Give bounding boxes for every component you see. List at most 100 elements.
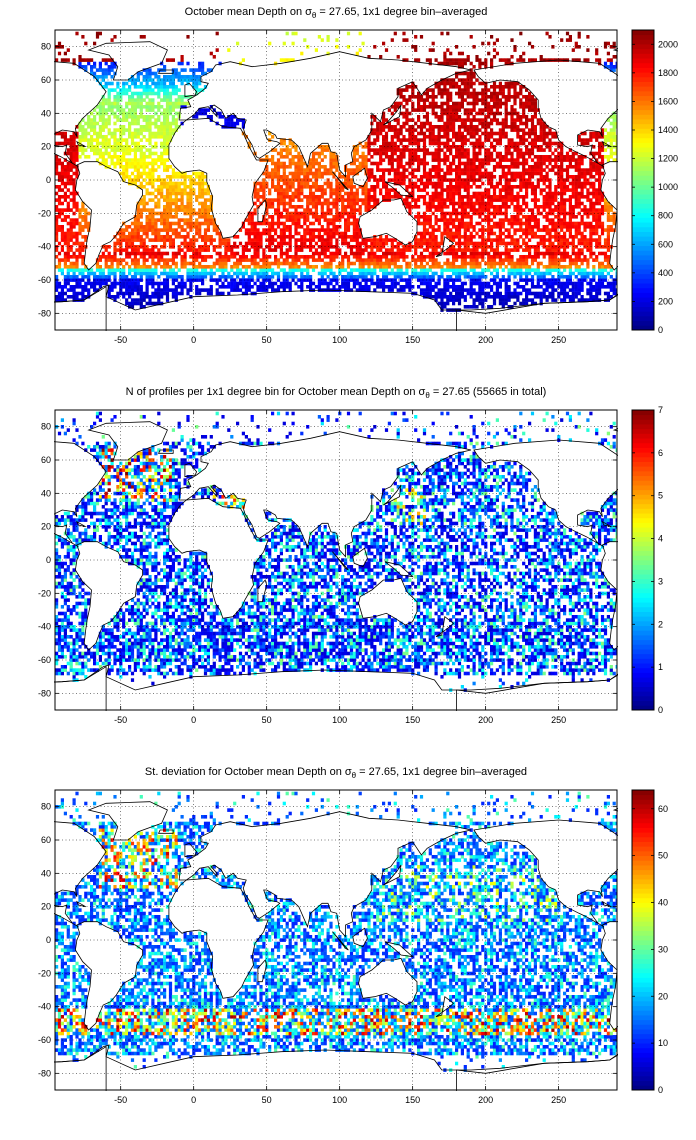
- data-cell: [402, 135, 406, 139]
- data-cell: [57, 171, 62, 176]
- data-cell: [446, 228, 450, 232]
- data-cell: [93, 285, 97, 289]
- data-cell: [452, 185, 456, 189]
- data-cell: [165, 85, 170, 89]
- data-cell: [81, 271, 85, 276]
- data-cell: [437, 131, 441, 136]
- data-cell: [449, 171, 453, 176]
- data-cell: [370, 148, 374, 152]
- data-cell: [72, 181, 76, 186]
- data-cell: [183, 228, 187, 232]
- data-cell: [151, 231, 155, 236]
- data-cell: [300, 225, 304, 229]
- data-cell: [396, 155, 400, 159]
- data-cell: [160, 131, 164, 136]
- data-cell: [463, 61, 467, 66]
- data-cell: [78, 248, 82, 252]
- data-cell: [306, 238, 310, 242]
- data-cell: [414, 248, 418, 252]
- data-cell: [417, 101, 421, 106]
- data-cell: [189, 195, 193, 199]
- data-cell: [376, 201, 380, 206]
- data-cell: [206, 215, 210, 219]
- data-cell: [151, 161, 155, 166]
- data-cell: [352, 155, 356, 159]
- data-cell: [472, 288, 476, 292]
- data-cell: [384, 278, 389, 282]
- data-cell: [142, 178, 146, 182]
- data-cell: [457, 125, 462, 129]
- data-cell: [171, 228, 175, 232]
- data-cell: [443, 301, 447, 306]
- data-cell: [297, 278, 301, 282]
- data-cell: [329, 278, 333, 282]
- data-cell: [224, 118, 228, 122]
- data-cell: [180, 98, 184, 102]
- data-cell: [405, 188, 409, 192]
- data-cell: [168, 205, 173, 209]
- data-cell: [367, 171, 371, 176]
- data-cell: [165, 288, 170, 292]
- data-cell: [136, 261, 140, 266]
- data-cell: [361, 268, 365, 272]
- data-cell: [116, 258, 120, 262]
- data-cell: [209, 265, 213, 269]
- data-cell: [84, 295, 88, 299]
- data-cell: [157, 228, 161, 232]
- data-cell: [282, 155, 286, 159]
- data-cell: [355, 151, 359, 156]
- data-cell: [163, 98, 167, 102]
- data-cell: [376, 168, 380, 172]
- data-cell: [393, 171, 397, 176]
- data-cell: [122, 128, 126, 132]
- data-cell: [338, 181, 342, 186]
- data-cell: [180, 208, 184, 212]
- data-cell: [425, 98, 429, 102]
- data-cell: [419, 238, 424, 242]
- data-cell: [294, 255, 298, 259]
- data-cell: [195, 251, 199, 256]
- data-cell: [163, 185, 167, 189]
- data-cell: [460, 105, 464, 109]
- data-cell: [463, 288, 467, 292]
- data-cell: [154, 225, 158, 229]
- data-cell: [428, 225, 432, 229]
- data-cell: [157, 108, 161, 112]
- data-cell: [69, 225, 73, 229]
- data-cell: [382, 148, 386, 152]
- data-cell: [466, 225, 470, 229]
- data-cell: [405, 115, 409, 119]
- data-cell: [358, 268, 362, 272]
- data-cell: [276, 205, 281, 209]
- data-cell: [309, 168, 313, 172]
- data-cell: [95, 75, 100, 79]
- data-cell: [133, 118, 137, 122]
- data-cell: [379, 265, 383, 269]
- data-cell: [341, 208, 345, 212]
- data-cell: [195, 198, 199, 202]
- data-cell: [122, 155, 126, 159]
- data-cell: [133, 181, 137, 186]
- data-cell: [157, 81, 161, 86]
- data-cell: [408, 138, 412, 142]
- data-cell: [437, 251, 441, 256]
- data-cell: [265, 271, 269, 276]
- data-cell: [192, 265, 196, 269]
- data-cell: [177, 268, 181, 272]
- data-cell: [460, 215, 464, 219]
- data-cell: [446, 91, 450, 96]
- data-cell: [274, 171, 278, 176]
- data-cell: [443, 108, 447, 112]
- data-cell: [63, 165, 67, 169]
- data-cell: [125, 111, 129, 116]
- data-cell: [230, 275, 234, 279]
- data-cell: [323, 191, 327, 196]
- data-cell: [455, 151, 459, 156]
- data-cell: [101, 78, 105, 82]
- data-cell: [119, 275, 123, 279]
- data-cell: [463, 165, 467, 169]
- data-cell: [469, 258, 473, 262]
- data-cell: [364, 245, 368, 249]
- data-cell: [390, 165, 394, 169]
- data-cell: [279, 228, 283, 232]
